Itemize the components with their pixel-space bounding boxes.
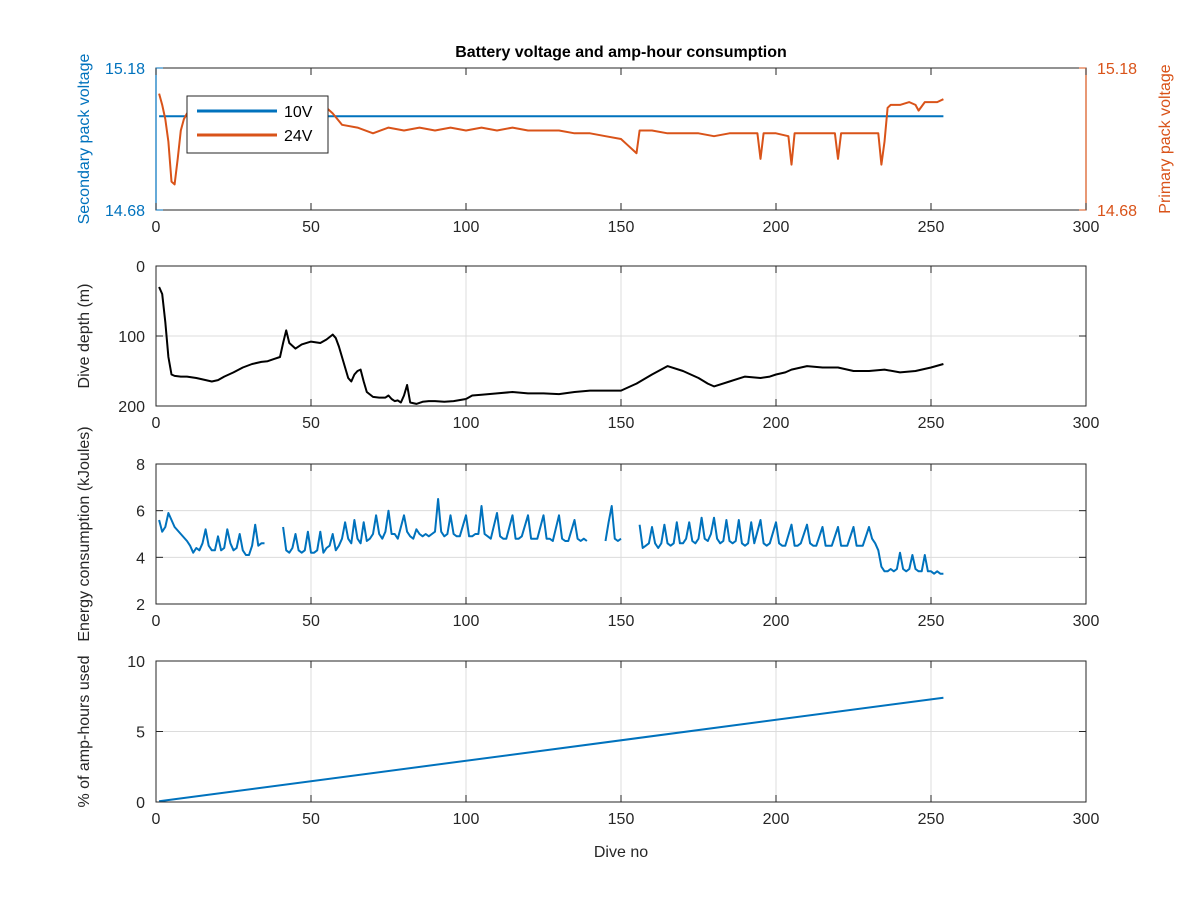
x-tick-label: 300	[1073, 811, 1100, 828]
y-tick-label: 10	[127, 654, 145, 671]
x-tick-label: 200	[763, 219, 790, 236]
x-axis-label: Dive no	[594, 844, 648, 861]
y-right-tick-label: 14.68	[1097, 203, 1137, 220]
y-right-axis-label: Primary pack voltage	[1157, 64, 1174, 213]
x-tick-label: 300	[1073, 415, 1100, 432]
y-axis-label: % of amp-hours used	[76, 655, 93, 807]
x-tick-label: 100	[453, 613, 480, 630]
x-tick-label: 250	[918, 613, 945, 630]
legend-box	[186, 95, 329, 154]
y-tick-label: 4	[136, 550, 145, 567]
legend-label-10v: 10V	[284, 104, 313, 121]
y-tick-label: 5	[136, 725, 145, 742]
y-tick-label: 15.18	[105, 61, 145, 78]
series-line-1	[638, 516, 944, 575]
subplot-2: 0 50 100 150 200 250 300 0 100 200 Dive depth (m)	[76, 259, 1099, 432]
series-line-1	[158, 696, 944, 803]
subplot-4: 0 50 100 150 200 250 300 0 5 10 % of amp-hours use…	[76, 654, 1099, 861]
y-tick-label: 100	[118, 329, 145, 346]
subplot-3: 0 50 100 150 200 250 300 2 4 6 8 Energy consumption…	[76, 426, 1099, 641]
x-tick-label: 150	[608, 415, 635, 432]
x-tick-label: 50	[302, 415, 320, 432]
y-right-tick-label: 15.18	[1097, 61, 1137, 78]
x-tick-label: 50	[302, 613, 320, 630]
x-tick-label: 200	[763, 415, 790, 432]
x-tick-label: 300	[1073, 219, 1100, 236]
figure-title: Battery voltage and amp-hour consumption	[455, 44, 787, 61]
x-tick-label: 150	[608, 613, 635, 630]
x-tick-label: 100	[453, 219, 480, 236]
y-tick-label: 14.68	[105, 203, 145, 220]
subplot-1: 0 50 100 150 200 250 30014.6815.1814.6815.18Se…	[76, 54, 1174, 236]
series-line-1	[604, 505, 622, 542]
y-axis-label: Dive depth (m)	[76, 284, 93, 389]
x-tick-label: 0	[152, 613, 161, 630]
series-line-1	[282, 498, 588, 554]
y-tick-label: 6	[136, 504, 145, 521]
y-tick-label: 2	[136, 597, 145, 614]
x-tick-label: 200	[763, 613, 790, 630]
x-tick-label: 0	[152, 415, 161, 432]
plots: 0 50 100 150 200 250 30014.6815.1814.6815.18Se…	[76, 54, 1174, 861]
x-tick-label: 0	[152, 811, 161, 828]
x-tick-label: 200	[763, 811, 790, 828]
x-tick-label: 150	[608, 811, 635, 828]
x-tick-label: 50	[302, 219, 320, 236]
x-tick-label: 150	[608, 219, 635, 236]
y-axis-label: Secondary pack voltage	[76, 54, 93, 225]
x-tick-label: 250	[918, 219, 945, 236]
y-axis-label: Energy consumption (kJoules)	[76, 426, 93, 641]
y-tick-label: 0	[136, 259, 145, 276]
x-tick-label: 300	[1073, 613, 1100, 630]
x-tick-label: 100	[453, 415, 480, 432]
y-tick-label: 0	[136, 795, 145, 812]
series-line-1	[158, 512, 265, 556]
x-tick-label: 50	[302, 811, 320, 828]
x-tick-label: 0	[152, 219, 161, 236]
legend-label-24v: 24V	[284, 128, 313, 145]
x-tick-label: 100	[453, 811, 480, 828]
y-tick-label: 200	[118, 399, 145, 416]
x-tick-label: 250	[918, 811, 945, 828]
x-tick-label: 250	[918, 415, 945, 432]
y-tick-label: 8	[136, 457, 145, 474]
series-line-1	[158, 286, 944, 405]
